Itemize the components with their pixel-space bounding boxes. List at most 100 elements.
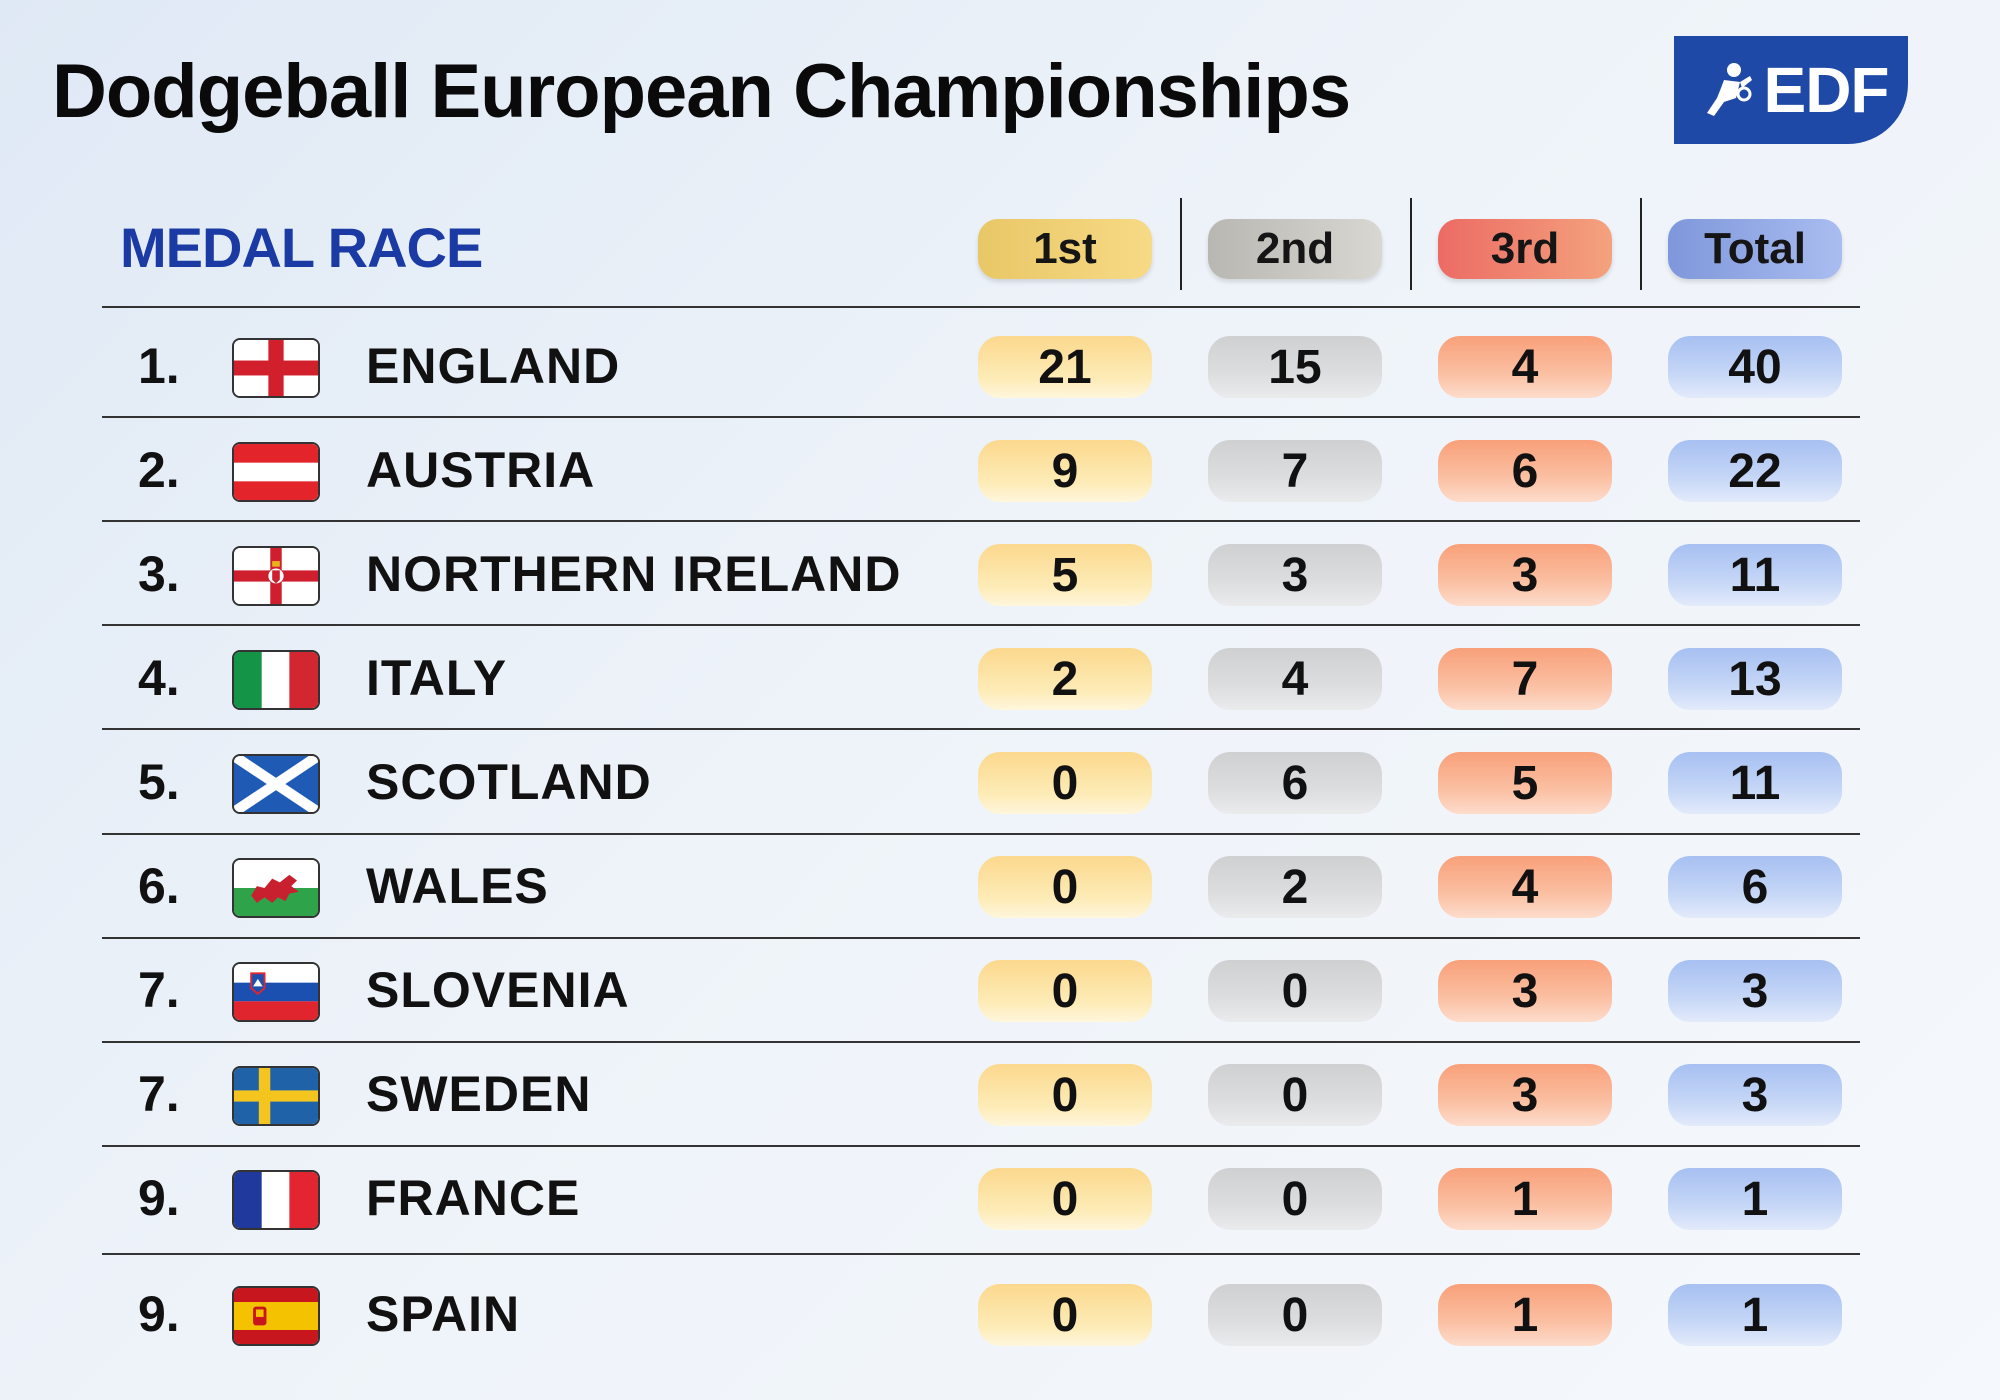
bronze-count: 3 (1438, 1064, 1612, 1126)
country-name: WALES (366, 858, 549, 914)
column-header-silver: 2nd (1208, 219, 1382, 279)
country-name: SPAIN (366, 1286, 521, 1342)
column-header-bronze: 3rd (1438, 219, 1612, 279)
divider (102, 306, 1860, 308)
rank: 2. (138, 442, 180, 498)
silver-count: 0 (1208, 1284, 1382, 1346)
rank: 9. (138, 1170, 180, 1226)
france-flag (232, 1170, 320, 1230)
divider (102, 937, 1860, 939)
table-row: 3. NORTHERN IRELAND 5 3 3 11 (0, 522, 2000, 626)
divider (102, 624, 1860, 626)
dodgeball-player-icon (1706, 63, 1752, 116)
rank: 7. (138, 1066, 180, 1122)
gold-count: 5 (978, 544, 1152, 606)
silver-count: 0 (1208, 960, 1382, 1022)
total-count: 3 (1668, 1064, 1842, 1126)
table-row: 7. SWEDEN 0 0 3 3 (0, 1042, 2000, 1146)
column-header-gold: 1st (978, 219, 1152, 279)
country-name: ITALY (366, 650, 508, 706)
table-row: 6. WALES 0 2 4 6 (0, 834, 2000, 938)
austria-flag (232, 442, 320, 502)
gold-count: 0 (978, 1064, 1152, 1126)
bronze-count: 1 (1438, 1168, 1612, 1230)
country-name: AUSTRIA (366, 442, 596, 498)
table-row: 9. SPAIN 0 0 1 1 (0, 1262, 2000, 1366)
bronze-count: 3 (1438, 960, 1612, 1022)
country-name: ENGLAND (366, 338, 621, 394)
silver-count: 3 (1208, 544, 1382, 606)
edf-logo: EDF (1674, 36, 1908, 144)
table-row: 4. ITALY 2 4 7 13 (0, 626, 2000, 730)
rank: 3. (138, 546, 180, 602)
table-row: 5. SCOTLAND 0 6 5 11 (0, 730, 2000, 834)
slovenia-flag (232, 962, 320, 1022)
country-name: SLOVENIA (366, 962, 630, 1018)
bronze-count: 3 (1438, 544, 1612, 606)
country-name: NORTHERN IRELAND (366, 546, 902, 602)
country-name: SCOTLAND (366, 754, 652, 810)
silver-count: 15 (1208, 336, 1382, 398)
bronze-count: 6 (1438, 440, 1612, 502)
scotland-flag (232, 754, 320, 814)
divider (102, 416, 1860, 418)
table-row: 9. FRANCE 0 0 1 1 (0, 1146, 2000, 1250)
table-row: 7. SLOVENIA 0 0 3 3 (0, 938, 2000, 1042)
spain-flag (232, 1286, 320, 1346)
bronze-count: 4 (1438, 336, 1612, 398)
total-count: 1 (1668, 1284, 1842, 1346)
rank: 7. (138, 962, 180, 1018)
table-row: 1. ENGLAND 21 15 4 40 (0, 314, 2000, 418)
divider (102, 1253, 1860, 1255)
wales-flag (232, 858, 320, 918)
total-count: 11 (1668, 544, 1842, 606)
bronze-count: 5 (1438, 752, 1612, 814)
total-count: 11 (1668, 752, 1842, 814)
page-title: Dodgeball European Championships (52, 49, 1351, 134)
silver-count: 0 (1208, 1064, 1382, 1126)
table-row: 2. AUSTRIA 9 7 6 22 (0, 418, 2000, 522)
total-count: 1 (1668, 1168, 1842, 1230)
total-count: 13 (1668, 648, 1842, 710)
gold-count: 21 (978, 336, 1152, 398)
silver-count: 6 (1208, 752, 1382, 814)
silver-count: 7 (1208, 440, 1382, 502)
silver-count: 4 (1208, 648, 1382, 710)
rank: 4. (138, 650, 180, 706)
gold-count: 0 (978, 1168, 1152, 1230)
divider (102, 1041, 1860, 1043)
england-flag (232, 338, 320, 398)
divider (102, 833, 1860, 835)
logo-text: EDF (1763, 54, 1890, 126)
bronze-count: 7 (1438, 648, 1612, 710)
silver-count: 2 (1208, 856, 1382, 918)
italy-flag (232, 650, 320, 710)
rank: 1. (138, 338, 180, 394)
total-count: 6 (1668, 856, 1842, 918)
divider (102, 520, 1860, 522)
northern-ireland-flag (232, 546, 320, 606)
column-header-total: Total (1668, 219, 1842, 279)
divider (102, 1145, 1860, 1147)
bronze-count: 1 (1438, 1284, 1612, 1346)
rank: 6. (138, 858, 180, 914)
country-name: FRANCE (366, 1170, 581, 1226)
gold-count: 2 (978, 648, 1152, 710)
gold-count: 0 (978, 752, 1152, 814)
gold-count: 0 (978, 856, 1152, 918)
country-name: SWEDEN (366, 1066, 592, 1122)
column-divider (1180, 198, 1182, 290)
column-divider (1640, 198, 1642, 290)
section-title: MEDAL RACE (120, 216, 483, 279)
total-count: 40 (1668, 336, 1842, 398)
gold-count: 0 (978, 1284, 1152, 1346)
rank: 5. (138, 754, 180, 810)
column-divider (1410, 198, 1412, 290)
gold-count: 0 (978, 960, 1152, 1022)
rank: 9. (138, 1286, 180, 1342)
divider (102, 728, 1860, 730)
total-count: 22 (1668, 440, 1842, 502)
total-count: 3 (1668, 960, 1842, 1022)
gold-count: 9 (978, 440, 1152, 502)
bronze-count: 4 (1438, 856, 1612, 918)
